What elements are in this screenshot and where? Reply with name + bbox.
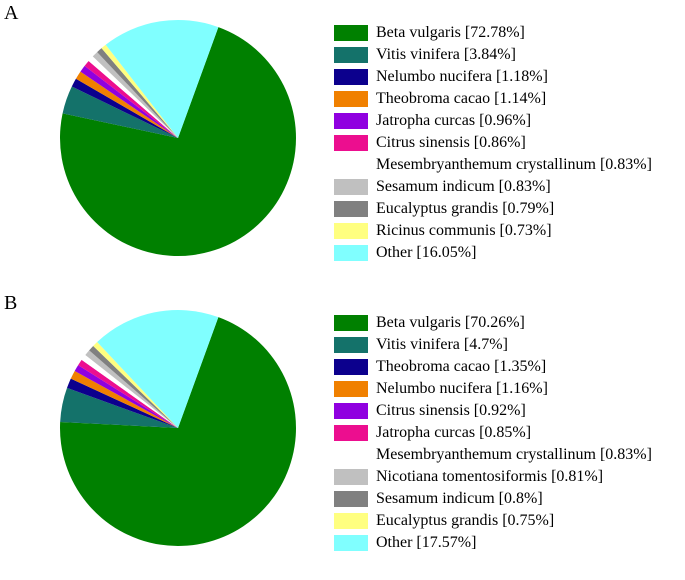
legend-item: Nelumbo nucifera [1.18%] xyxy=(334,66,652,88)
panel-b-label: B xyxy=(4,292,17,315)
legend-swatch xyxy=(334,425,368,441)
legend-label: Citrus sinensis [0.92%] xyxy=(376,400,526,422)
legend-label: Eucalyptus grandis [0.79%] xyxy=(376,198,554,220)
legend-swatch xyxy=(334,201,368,217)
legend-swatch xyxy=(334,245,368,261)
legend-label: Other [16.05%] xyxy=(376,242,476,264)
legend-item: Vitis vinifera [4.7%] xyxy=(334,334,652,356)
legend-label: Nelumbo nucifera [1.16%] xyxy=(376,378,548,400)
legend-swatch xyxy=(334,359,368,375)
legend-item: Vitis vinifera [3.84%] xyxy=(334,44,652,66)
legend-item: Mesembryanthemum crystallinum [0.83%] xyxy=(334,444,652,466)
panel-b-pie xyxy=(58,308,298,548)
legend-item: Sesamum indicum [0.83%] xyxy=(334,176,652,198)
legend-label: Jatropha curcas [0.85%] xyxy=(376,422,531,444)
legend-label: Nelumbo nucifera [1.18%] xyxy=(376,66,548,88)
legend-label: Eucalyptus grandis [0.75%] xyxy=(376,510,554,532)
legend-item: Citrus sinensis [0.86%] xyxy=(334,132,652,154)
panel-b: B Beta vulgaris [70.26%]Vitis vinifera [… xyxy=(0,290,685,580)
legend-label: Theobroma cacao [1.35%] xyxy=(376,356,546,378)
legend-item: Other [16.05%] xyxy=(334,242,652,264)
legend-swatch xyxy=(334,157,368,173)
legend-label: Nicotiana tomentosiformis [0.81%] xyxy=(376,466,603,488)
legend-label: Ricinus communis [0.73%] xyxy=(376,220,552,242)
legend-item: Theobroma cacao [1.14%] xyxy=(334,88,652,110)
legend-label: Vitis vinifera [4.7%] xyxy=(376,334,508,356)
legend-label: Mesembryanthemum crystallinum [0.83%] xyxy=(376,444,652,466)
legend-swatch xyxy=(334,69,368,85)
panel-a-legend: Beta vulgaris [72.78%]Vitis vinifera [3.… xyxy=(334,22,652,264)
legend-label: Sesamum indicum [0.8%] xyxy=(376,488,543,510)
panel-b-legend: Beta vulgaris [70.26%]Vitis vinifera [4.… xyxy=(334,312,652,554)
legend-label: Theobroma cacao [1.14%] xyxy=(376,88,546,110)
legend-swatch xyxy=(334,223,368,239)
panel-a-pie xyxy=(58,18,298,258)
legend-item: Sesamum indicum [0.8%] xyxy=(334,488,652,510)
legend-item: Eucalyptus grandis [0.75%] xyxy=(334,510,652,532)
legend-label: Beta vulgaris [72.78%] xyxy=(376,22,525,44)
legend-swatch xyxy=(334,179,368,195)
panel-a: A Beta vulgaris [72.78%]Vitis vinifera [… xyxy=(0,0,685,290)
legend-swatch xyxy=(334,447,368,463)
legend-swatch xyxy=(334,535,368,551)
legend-label: Beta vulgaris [70.26%] xyxy=(376,312,525,334)
legend-swatch xyxy=(334,491,368,507)
legend-item: Mesembryanthemum crystallinum [0.83%] xyxy=(334,154,652,176)
legend-label: Jatropha curcas [0.96%] xyxy=(376,110,531,132)
pie-chart-b xyxy=(58,308,298,548)
legend-swatch xyxy=(334,381,368,397)
legend-item: Eucalyptus grandis [0.79%] xyxy=(334,198,652,220)
legend-item: Nicotiana tomentosiformis [0.81%] xyxy=(334,466,652,488)
legend-label: Mesembryanthemum crystallinum [0.83%] xyxy=(376,154,652,176)
legend-swatch xyxy=(334,469,368,485)
panel-a-label: A xyxy=(4,2,18,25)
legend-swatch xyxy=(334,25,368,41)
legend-item: Jatropha curcas [0.85%] xyxy=(334,422,652,444)
legend-label: Other [17.57%] xyxy=(376,532,476,554)
legend-swatch xyxy=(334,337,368,353)
legend-swatch xyxy=(334,135,368,151)
legend-swatch xyxy=(334,113,368,129)
legend-item: Other [17.57%] xyxy=(334,532,652,554)
legend-item: Beta vulgaris [70.26%] xyxy=(334,312,652,334)
legend-swatch xyxy=(334,403,368,419)
legend-item: Citrus sinensis [0.92%] xyxy=(334,400,652,422)
legend-item: Ricinus communis [0.73%] xyxy=(334,220,652,242)
legend-swatch xyxy=(334,91,368,107)
legend-label: Sesamum indicum [0.83%] xyxy=(376,176,551,198)
legend-item: Theobroma cacao [1.35%] xyxy=(334,356,652,378)
pie-chart-a xyxy=(58,18,298,258)
legend-swatch xyxy=(334,513,368,529)
legend-item: Nelumbo nucifera [1.16%] xyxy=(334,378,652,400)
legend-swatch xyxy=(334,47,368,63)
legend-label: Citrus sinensis [0.86%] xyxy=(376,132,526,154)
legend-swatch xyxy=(334,315,368,331)
legend-item: Beta vulgaris [72.78%] xyxy=(334,22,652,44)
legend-label: Vitis vinifera [3.84%] xyxy=(376,44,516,66)
legend-item: Jatropha curcas [0.96%] xyxy=(334,110,652,132)
